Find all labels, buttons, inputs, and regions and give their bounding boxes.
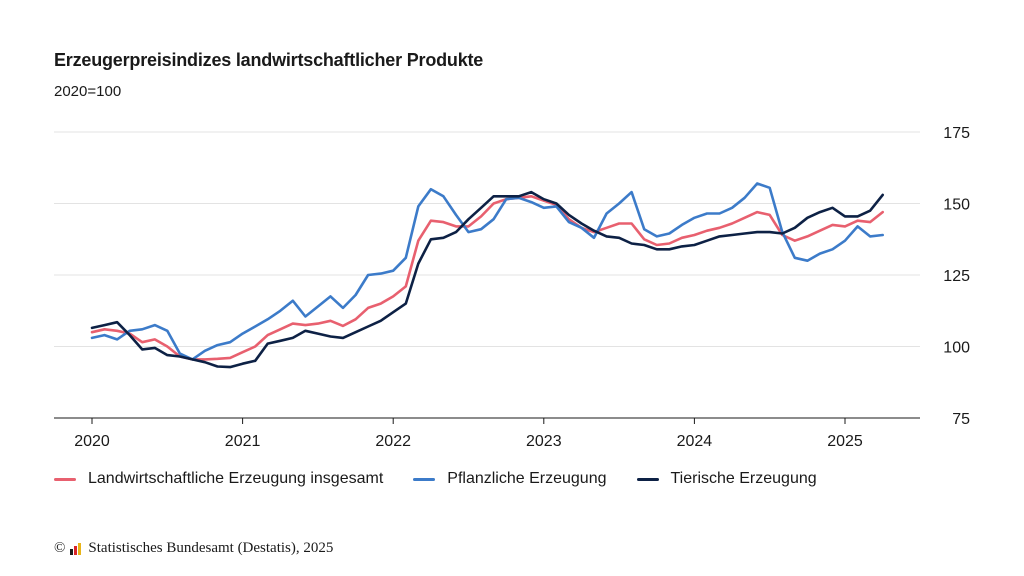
- x-tick-label: 2022: [375, 433, 411, 450]
- y-tick-label: 75: [952, 411, 970, 428]
- x-tick-label: 2024: [677, 433, 713, 450]
- y-tick-label: 125: [943, 268, 970, 285]
- chart-title: Erzeugerpreisindizes landwirtschaftliche…: [54, 50, 484, 70]
- legend-item-3[interactable]: Tierische Erzeugung: [636, 470, 817, 488]
- source-text: Statistisches Bundesamt (Destatis), 2025: [88, 540, 334, 556]
- series-line-1: [90, 195, 884, 361]
- series-line-3: [90, 190, 884, 369]
- legend-item-2[interactable]: Pflanzliche Erzeugung: [413, 470, 607, 488]
- logo-bar: [74, 545, 78, 555]
- axes: 75 100 125 150 175 2020 2021 2022 2023 2024 2025: [54, 125, 970, 450]
- legend: Landwirtschaftliche Erzeugung insgesamt P…: [54, 470, 817, 488]
- source-credit: © Statistisches Bundesamt (Destatis), 20…: [54, 540, 333, 557]
- logo-bar: [70, 548, 74, 555]
- y-tick-label: 150: [943, 197, 970, 214]
- x-tick-label: 2023: [526, 433, 562, 450]
- legend-label: Tierische Erzeugung: [670, 470, 817, 487]
- legend-item-1[interactable]: Landwirtschaftliche Erzeugung insgesamt: [54, 470, 383, 488]
- x-tick-label: 2021: [225, 433, 261, 450]
- x-tick-label: 2025: [827, 433, 863, 450]
- series-line-2: [90, 182, 884, 361]
- line-chart: 75 100 125 150 175 2020 2021 2022 2023 2024 2025: [54, 125, 970, 450]
- legend-swatch: [636, 477, 659, 481]
- destatis-logo-icon: [70, 542, 82, 555]
- logo-bar: [78, 542, 82, 555]
- x-tick-label: 2020: [74, 433, 110, 450]
- legend-swatch: [413, 477, 436, 481]
- legend-label: Pflanzliche Erzeugung: [447, 470, 607, 487]
- copyright-symbol: ©: [54, 540, 66, 556]
- legend-label: Landwirtschaftliche Erzeugung insgesamt: [88, 470, 384, 487]
- legend-swatch: [54, 477, 76, 481]
- series-lines: [90, 182, 884, 369]
- y-tick-label: 175: [943, 125, 970, 142]
- chart-subtitle: 2020=100: [54, 83, 122, 100]
- y-tick-label: 100: [943, 340, 970, 357]
